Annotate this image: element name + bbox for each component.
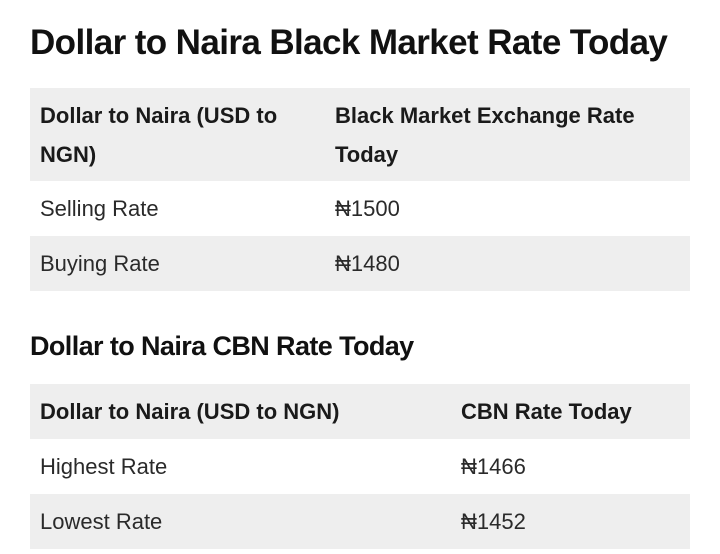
row-value: ₦1480 (335, 250, 400, 276)
table-header-row: Dollar to Naira (USD to NGN) Black Marke… (30, 88, 690, 181)
row-label: Lowest Rate (40, 508, 163, 534)
table-header-row: Dollar to Naira (USD to NGN) CBN Rate To… (30, 384, 690, 439)
column-header-cbn-rate: CBN Rate Today (461, 398, 632, 424)
cbn-rate-table: Dollar to Naira (USD to NGN) CBN Rate To… (30, 384, 690, 549)
row-label: Buying Rate (40, 250, 160, 276)
table-row-buying-rate: Buying Rate ₦1480 (30, 236, 690, 291)
row-value: ₦1466 (461, 453, 526, 479)
row-value: ₦1452 (461, 508, 526, 534)
black-market-heading: Dollar to Naira Black Market Rate Today (30, 23, 668, 62)
table-row-lowest-rate: Lowest Rate ₦1452 (30, 494, 690, 549)
cbn-heading: Dollar to Naira CBN Rate Today (30, 331, 414, 361)
column-header-currency-pair: Dollar to Naira (USD to NGN) (40, 102, 278, 167)
column-header-currency-pair: Dollar to Naira (USD to NGN) (40, 398, 340, 424)
table-row-selling-rate: Selling Rate ₦1500 (30, 181, 690, 236)
row-value: ₦1500 (335, 195, 400, 221)
row-label: Highest Rate (40, 453, 168, 479)
table-row-highest-rate: Highest Rate ₦1466 (30, 439, 690, 494)
row-label: Selling Rate (40, 195, 159, 221)
black-market-rate-table: Dollar to Naira (USD to NGN) Black Marke… (30, 88, 690, 291)
column-header-black-market-rate: Black Market Exchange Rate Today (335, 102, 635, 167)
article-content: Dollar to Naira Black Market Rate Today … (30, 0, 690, 549)
